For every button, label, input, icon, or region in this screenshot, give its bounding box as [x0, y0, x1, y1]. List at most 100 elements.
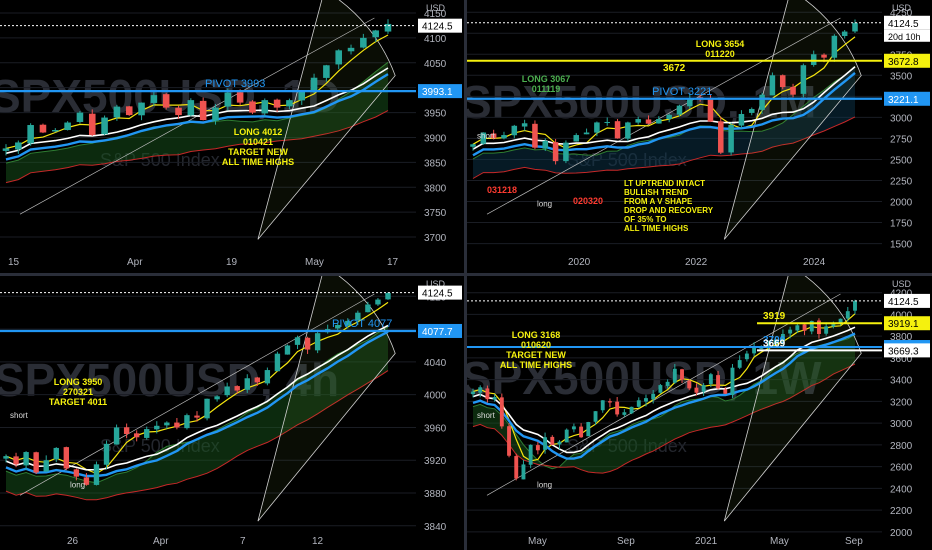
annotation-line: LONG 3654	[696, 39, 745, 49]
candle-body	[64, 122, 71, 131]
candle-body	[738, 114, 745, 126]
candle	[125, 105, 133, 116]
candle	[355, 310, 361, 326]
candle-body	[103, 443, 110, 465]
candle-body	[845, 311, 850, 319]
candle-body	[666, 114, 672, 120]
candle	[375, 298, 381, 306]
candle-body	[645, 119, 652, 124]
pivot-label: PIVOT 3221	[652, 86, 712, 98]
candle-body	[521, 464, 526, 480]
candle-body	[817, 320, 821, 334]
candle-body	[795, 325, 800, 331]
candle-body	[594, 122, 600, 133]
time-axis-bg	[467, 254, 932, 273]
candle	[43, 455, 49, 472]
annotation-text: LONG 3067 011119	[522, 74, 571, 94]
last-price-tag: 4124.5	[422, 289, 453, 300]
candle-body	[2, 148, 10, 151]
candle	[521, 119, 528, 131]
candle-body	[841, 31, 848, 37]
candle-body	[249, 101, 256, 113]
chart-panel-weekly[interactable]: SPX500USD, 1W S&P 500 Index 3919 3700 3669 LO…	[467, 276, 932, 550]
candle	[607, 398, 612, 408]
candle-body	[552, 142, 559, 162]
annotation-text: LONG 4012 010421 TARGET NEW ALL TIME HIGHS	[222, 127, 294, 167]
candle-body	[600, 400, 605, 411]
annotation-line: 031218	[487, 185, 517, 195]
candle	[779, 74, 786, 90]
cloud-span-b	[5, 110, 389, 184]
candle-body	[335, 50, 342, 65]
chart-panel-4h[interactable]: SPX500USD, 4h S&P 500 Index PIVOT 4077 LONG…	[0, 276, 464, 550]
time-tick-label: Sep	[617, 536, 635, 547]
trend-line	[19, 293, 375, 496]
candle	[583, 128, 590, 135]
candle	[123, 423, 130, 439]
candle-body	[583, 132, 590, 135]
candle	[853, 299, 857, 315]
candle	[13, 452, 19, 468]
candle	[372, 29, 379, 43]
candle-body	[730, 367, 735, 396]
candle-body	[204, 398, 210, 419]
pivot-price-tag: 3993.1	[422, 87, 453, 98]
candle	[113, 104, 121, 121]
candle-body	[773, 339, 778, 344]
candle-body	[53, 447, 59, 460]
long-mark: long	[70, 481, 85, 490]
annotation-line: TARGET NEW	[506, 350, 566, 360]
candle-body	[88, 113, 96, 135]
candle	[73, 468, 80, 481]
price-tick-label: 4250	[890, 8, 913, 19]
candle-body	[214, 396, 220, 400]
candle-body	[286, 100, 293, 107]
candle-body	[528, 444, 533, 465]
fan-arc-overlay	[257, 0, 396, 240]
price-tick-label: 3400	[890, 376, 913, 387]
candle-body	[658, 385, 663, 393]
candle	[614, 118, 621, 139]
chart-panel-monthly[interactable]: SPX500USD, 1M S&P 500 Index PIVOT 3221 3672…	[467, 0, 932, 273]
candle-body	[737, 360, 742, 368]
candle	[76, 111, 84, 124]
candle	[831, 34, 838, 62]
candle-body	[261, 100, 269, 114]
candle-body	[13, 456, 19, 465]
horizontal-divider[interactable]	[0, 273, 932, 276]
candle	[543, 432, 548, 454]
price-tick-label: 3880	[424, 489, 447, 500]
candle-body	[543, 437, 548, 450]
candle	[542, 138, 549, 151]
annotation-line: DROP AND RECOVERY	[624, 206, 714, 215]
candle-body	[723, 389, 728, 394]
candle-body	[838, 318, 843, 324]
annotation-text: LONG 3654 011220	[696, 39, 745, 59]
candle-body	[563, 142, 569, 162]
candle	[604, 117, 610, 126]
candle-body	[164, 422, 170, 426]
candle	[194, 411, 200, 422]
candle	[485, 385, 490, 403]
candle-body	[573, 135, 580, 142]
chart-panel-daily[interactable]: SPX500USD, 1D S&P 500 Index PIVOT 3993 LONG…	[0, 0, 464, 273]
price-tick-label: 1750	[890, 219, 913, 230]
symbol-watermark: SPX500USD, 1D	[0, 70, 340, 122]
candle-body	[154, 425, 160, 430]
candle-body	[298, 90, 306, 101]
candle-body	[347, 47, 355, 52]
candle	[644, 394, 648, 407]
candle	[162, 92, 170, 110]
candle	[573, 133, 580, 142]
candle-body	[542, 140, 549, 149]
candle-body	[372, 30, 379, 38]
candle-body	[101, 117, 108, 135]
price-tick-label: 2200	[890, 506, 913, 517]
candle-body	[113, 106, 121, 118]
candle	[557, 440, 562, 450]
candle	[492, 394, 497, 402]
annotation-line: TARGET 4011	[49, 397, 107, 407]
annotation-line: 011119	[532, 84, 561, 94]
candle-body	[521, 123, 528, 127]
candle-body	[199, 100, 207, 121]
